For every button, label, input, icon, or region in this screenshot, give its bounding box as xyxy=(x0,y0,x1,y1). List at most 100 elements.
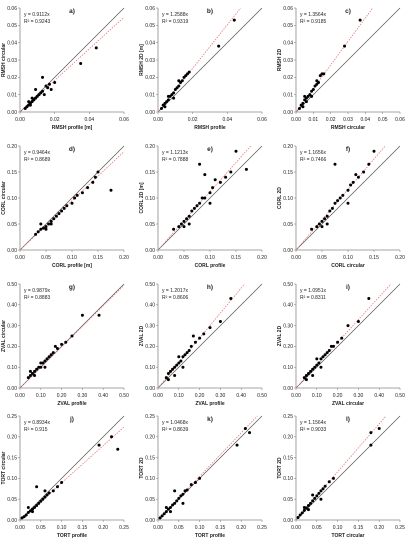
data-point xyxy=(338,196,342,200)
data-point xyxy=(181,355,185,359)
data-point xyxy=(39,222,43,226)
data-point xyxy=(158,516,162,520)
panel-f: 0.00 0.05 0.10 0.15 0.20 0.00 0.05 0.10 0.15 0.20… xyxy=(277,144,405,269)
x-axis-label: CORL circular xyxy=(331,263,365,269)
y-tick-label: 0.06 xyxy=(7,6,17,12)
data-point xyxy=(177,355,181,359)
y-tick-label: 0.20 xyxy=(283,344,293,350)
data-point xyxy=(369,443,373,447)
data-point xyxy=(172,91,176,95)
y-tick-label: 0.05 xyxy=(7,222,17,228)
data-point xyxy=(192,206,196,210)
x-tick-label: 0.10 xyxy=(57,525,67,531)
data-point xyxy=(302,376,306,380)
x-tick-label: 0.04 xyxy=(84,117,94,123)
y-tick-label: 0.05 xyxy=(283,497,293,503)
data-point xyxy=(30,507,34,511)
data-point xyxy=(189,483,193,487)
trend-equation: y = 0.9464x xyxy=(24,150,50,156)
data-point xyxy=(43,365,47,369)
x-axis-label: TORT profile xyxy=(195,533,225,539)
data-point xyxy=(329,344,333,348)
data-point xyxy=(213,178,217,182)
x-tick-label: 0.20 xyxy=(236,525,246,531)
data-point xyxy=(190,209,194,213)
data-point xyxy=(41,89,45,93)
data-point xyxy=(55,346,59,350)
r-squared: R² = 0.915 xyxy=(24,427,48,433)
data-point xyxy=(229,297,233,301)
y-tick-label: 0.00 xyxy=(283,248,293,254)
y-tick-label: 0.05 xyxy=(283,23,293,29)
x-tick-label: 0.00 xyxy=(153,393,163,399)
x-tick-label: 0.15 xyxy=(216,525,226,531)
y-axis-label: TORT 2D xyxy=(139,457,145,479)
data-point xyxy=(70,201,74,205)
data-point xyxy=(177,84,181,88)
data-point xyxy=(309,369,313,373)
y-tick-label: 0.20 xyxy=(145,144,155,150)
y-tick-label: 0.40 xyxy=(7,303,17,309)
data-point xyxy=(198,201,202,205)
r-squared: R² = 0.8689 xyxy=(24,157,50,163)
data-point xyxy=(304,374,308,378)
x-tick-label: 0.20 xyxy=(374,525,384,531)
data-point xyxy=(49,222,53,226)
data-point xyxy=(330,206,334,210)
data-point xyxy=(79,61,83,65)
r-squared: R² = 0.8883 xyxy=(24,295,50,301)
data-point xyxy=(336,199,340,203)
y-tick-label: 0.30 xyxy=(283,323,293,329)
data-point xyxy=(41,226,45,230)
data-point xyxy=(177,361,181,365)
data-point xyxy=(43,489,47,493)
data-point xyxy=(43,359,47,363)
data-point xyxy=(175,363,179,367)
data-point xyxy=(26,511,30,515)
data-point xyxy=(333,201,337,205)
y-tick-label: 0.00 xyxy=(283,110,293,116)
data-point xyxy=(311,374,315,378)
data-point xyxy=(187,349,191,353)
data-point xyxy=(177,79,181,83)
y-tick-label: 0.15 xyxy=(283,455,293,461)
data-point xyxy=(189,344,193,348)
data-point xyxy=(185,488,189,492)
data-point xyxy=(160,514,164,518)
y-tick-label: 0.00 xyxy=(145,386,155,392)
r-squared: R² = 0.7888 xyxy=(162,157,188,163)
data-point xyxy=(53,344,57,348)
data-point xyxy=(303,94,307,98)
data-point xyxy=(349,183,353,187)
x-tick-label: 0.15 xyxy=(78,525,88,531)
x-tick-label: 0.50 xyxy=(395,393,405,399)
data-point xyxy=(26,506,30,510)
panel-g: 0.00 0.10 0.20 0.30 0.40 0.50 0.00 0.10 0.20 0.30… xyxy=(1,282,129,407)
data-point xyxy=(51,489,55,493)
y-axis-label: TORT circular xyxy=(1,451,7,484)
data-point xyxy=(80,313,84,317)
y-tick-label: 0.20 xyxy=(7,435,17,441)
panel-j: 0.00 0.05 0.10 0.15 0.20 0.25 0.00 0.05 0.10 0.15… xyxy=(1,414,129,539)
data-point xyxy=(315,225,319,229)
data-point xyxy=(211,186,215,190)
panel-label: b) xyxy=(207,8,213,15)
y-tick-label: 0.10 xyxy=(145,476,155,482)
x-axis-label: ZVAL profile xyxy=(195,401,224,407)
data-point xyxy=(311,493,315,497)
data-point xyxy=(311,499,315,503)
y-tick-label: 0.00 xyxy=(283,518,293,524)
data-point xyxy=(232,18,236,22)
data-point xyxy=(317,491,321,495)
r-squared: R² = 0.9243 xyxy=(24,19,50,25)
y-tick-label: 0.00 xyxy=(145,248,155,254)
panel-label: j) xyxy=(69,416,74,423)
y-tick-label: 0.50 xyxy=(7,282,17,288)
y-tick-label: 0.15 xyxy=(283,170,293,176)
data-point xyxy=(91,180,95,184)
data-point xyxy=(311,367,315,371)
y-tick-label: 0.30 xyxy=(145,323,155,329)
data-point xyxy=(346,201,350,205)
data-point xyxy=(325,351,329,355)
data-point xyxy=(27,100,31,104)
